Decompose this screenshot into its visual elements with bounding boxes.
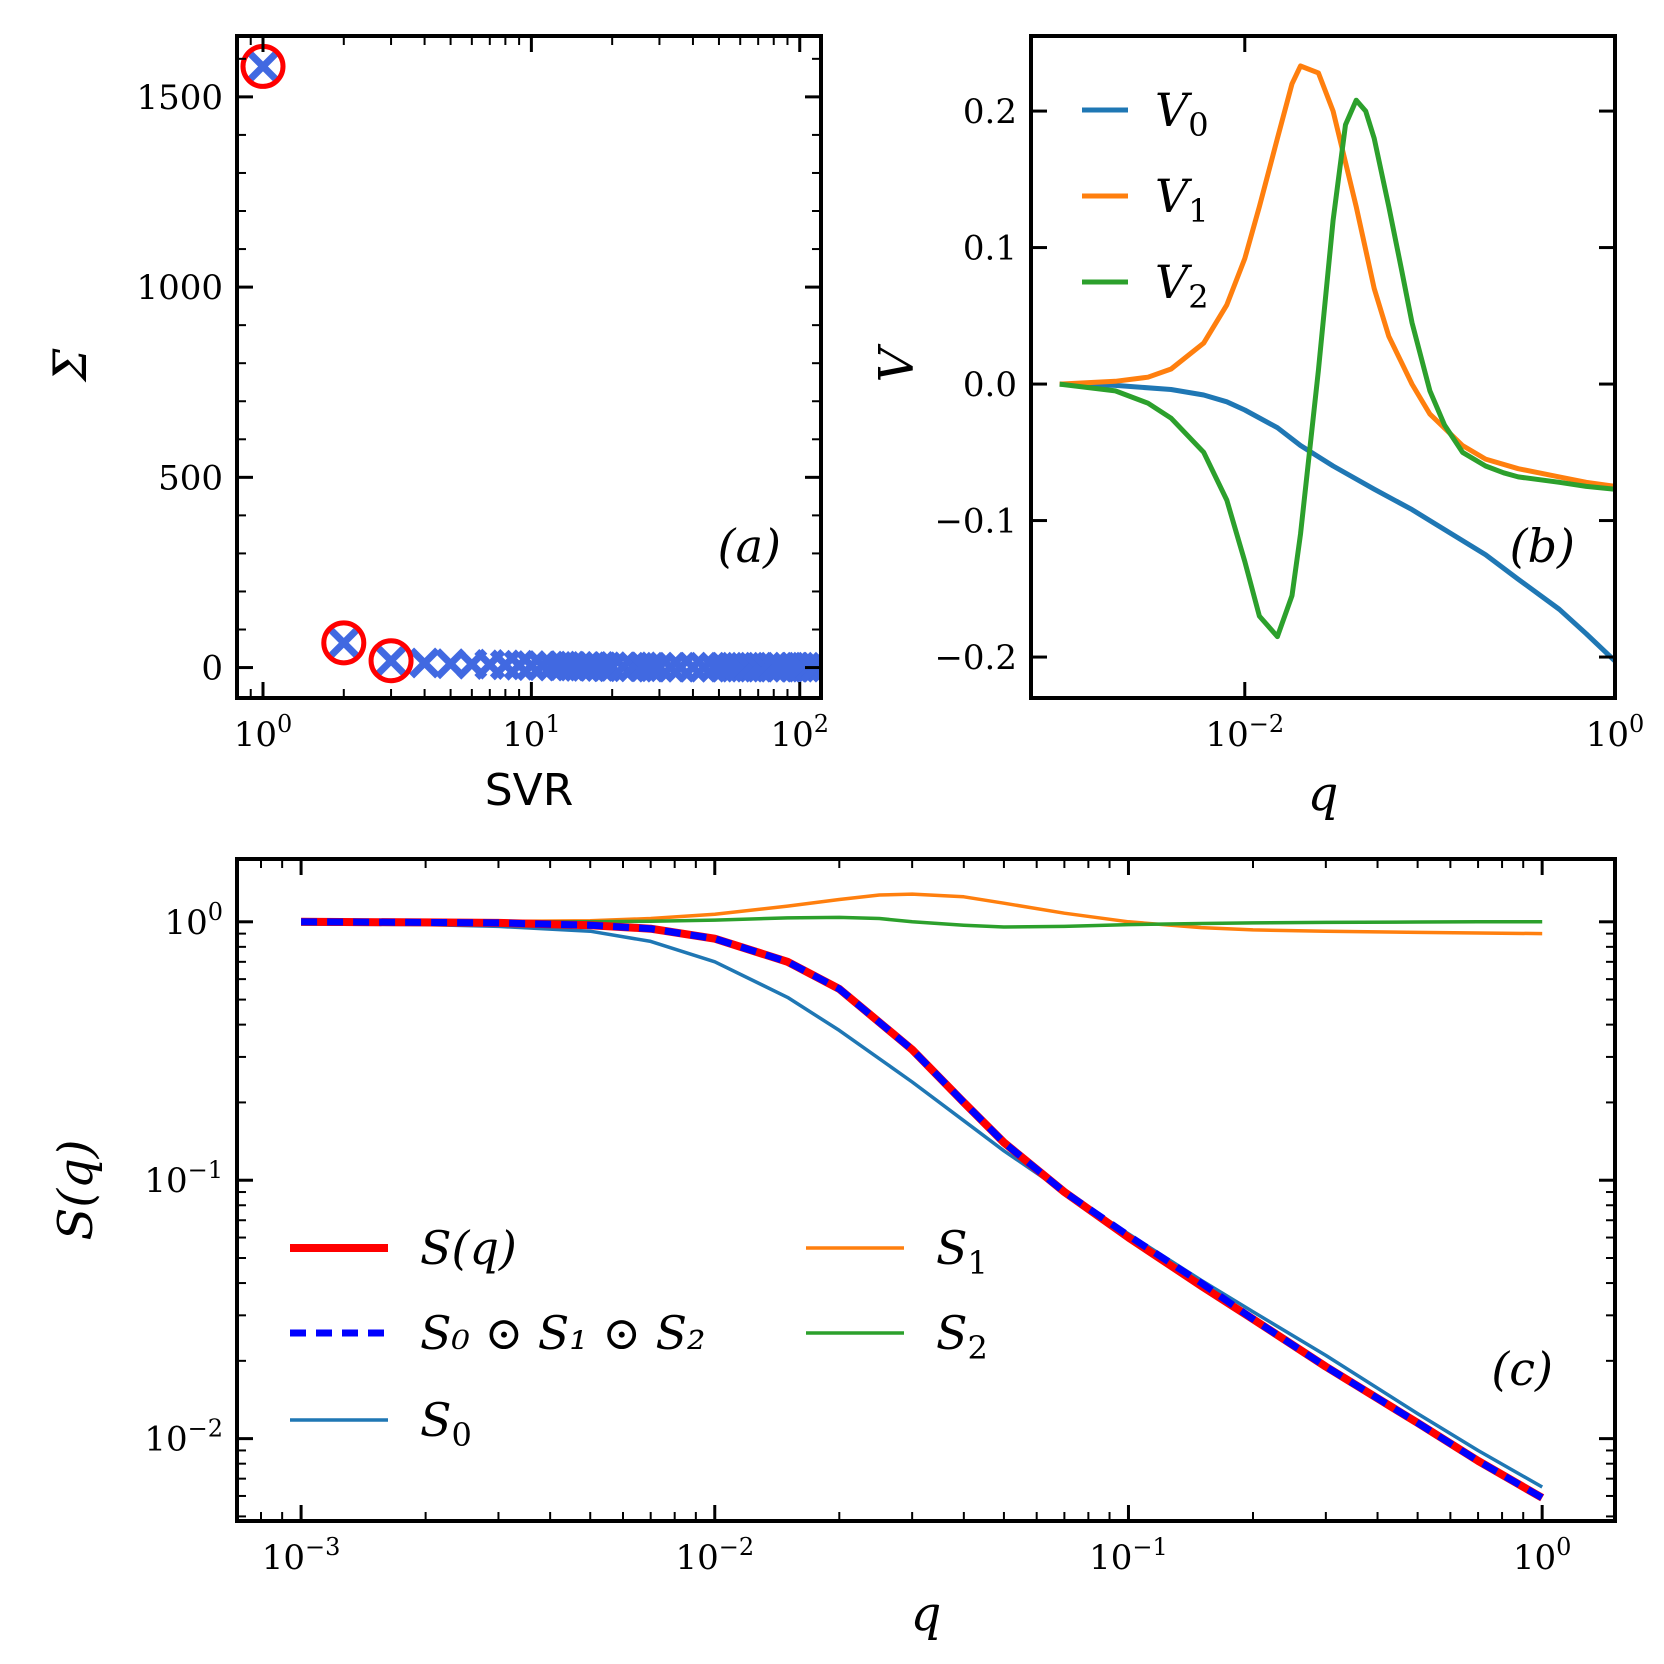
legend-label-V1: V1 [1155, 169, 1209, 230]
legend-label-V2: V2 [1155, 255, 1209, 316]
panel-c-ylabel: S(q) [48, 1139, 104, 1240]
series-line-S1 [301, 892, 1543, 936]
panel-a-ylabel: Σ [43, 348, 97, 383]
x-tick-label: 101 [502, 710, 561, 755]
legend-label-S1: S1 [936, 1221, 988, 1282]
y-tick-label: 100 [164, 898, 223, 943]
panel-b-plot-area [1059, 63, 1617, 663]
panel-b-xlabel: q [1308, 766, 1339, 822]
legend-label-S0-S1-S2-product: S₀ ⊙ S₁ ⊙ S₂ [420, 1306, 705, 1360]
x-tick-label: 100 [234, 710, 293, 755]
legend-label-V0: V0 [1155, 83, 1209, 144]
x-marker [375, 645, 407, 677]
x-tick-label: 10−2 [1205, 710, 1284, 755]
panel-c-ticks: 10−3 10−2 10−1 100 10−2 10−1 100 [144, 859, 1615, 1578]
series-line-Sq [301, 917, 1545, 1502]
y-tick-label: −0.2 [934, 638, 1017, 678]
x-tick-label: 102 [770, 710, 829, 755]
series-line-V2 [1059, 97, 1616, 640]
panel-c-tag: (c) [1491, 1342, 1553, 1396]
x-marker [247, 50, 279, 82]
x-tick-label: 100 [1586, 710, 1645, 755]
series-line-S0-S1-S2-product [301, 918, 1544, 1501]
panel-b-ticks: 10−2 100 −0.2 −0.1 0.0 0.1 0.2 [934, 36, 1644, 755]
y-tick-label: 10−1 [144, 1156, 223, 1201]
panel-b-ylabel: V [869, 343, 925, 382]
panel-a-plot-area [240, 43, 821, 684]
y-tick-label: 1000 [136, 268, 223, 308]
y-tick-label: 0.2 [963, 92, 1017, 132]
y-tick-label: 0 [201, 649, 223, 689]
x-tick-label: 10−3 [262, 1533, 341, 1578]
legend-label-Sq: S(q) [420, 1221, 517, 1275]
panel-c-plot-area [301, 892, 1545, 1502]
panel-c-legend: S(q) S₀ ⊙ S₁ ⊙ S₂ S0 S1 S2 [290, 1221, 988, 1454]
series-line-V1 [1059, 63, 1616, 489]
panel-b-frame [1029, 34, 1617, 700]
x-tick-label: 100 [1513, 1533, 1572, 1578]
x-marker [409, 647, 441, 679]
panel-a-tag: (a) [718, 519, 781, 573]
y-tick-label: 1500 [136, 78, 223, 118]
circle-marker [321, 620, 367, 666]
x-marker [655, 651, 687, 683]
panel-b-tag: (b) [1510, 519, 1575, 573]
series-line-V0 [1059, 381, 1617, 663]
panel-a-frame [235, 34, 823, 700]
legend-label-S0: S0 [420, 1393, 472, 1454]
panel-b-legend: V0 V1 V2 [1082, 83, 1209, 316]
x-marker [665, 651, 697, 683]
panel-a: 100 101 102 0 500 1000 1500 SVR Σ (a) [43, 34, 829, 816]
y-tick-label: 500 [158, 458, 223, 498]
y-tick-label: −0.1 [934, 502, 1017, 542]
series-line-S0 [301, 922, 1544, 1489]
panel-c-frame [235, 857, 1617, 1523]
panel-b: 10−2 100 −0.2 −0.1 0.0 0.1 0.2 V0 V1 V2 q V (b) [869, 34, 1644, 822]
y-tick-label: 0.0 [963, 365, 1017, 405]
panel-c: 10−3 10−2 10−1 100 10−2 10−1 100 S(q) S₀ ⊙ S₁ ⊙… [48, 857, 1617, 1642]
y-tick-label: 10−2 [144, 1415, 223, 1460]
x-tick-label: 10−2 [675, 1533, 754, 1578]
y-tick-label: 0.1 [963, 229, 1017, 269]
x-marker [328, 627, 360, 659]
panel-a-ticks: 100 101 102 0 500 1000 1500 [136, 36, 829, 755]
panel-c-xlabel: q [911, 1586, 942, 1642]
panel-a-xlabel: SVR [485, 765, 574, 816]
legend-label-S2: S2 [936, 1306, 988, 1367]
series-line-S2 [301, 915, 1543, 929]
x-tick-label: 10−1 [1089, 1533, 1168, 1578]
circle-marker [368, 638, 414, 684]
